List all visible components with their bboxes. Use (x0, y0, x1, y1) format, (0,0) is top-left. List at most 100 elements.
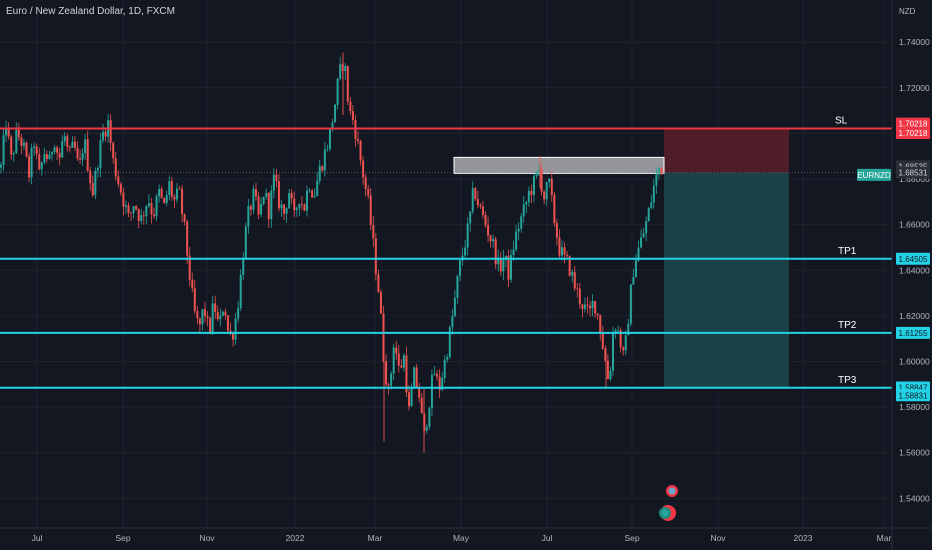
candle-body (150, 203, 153, 215)
candle-body (464, 247, 467, 256)
candle-body (277, 181, 280, 209)
price-tag-label: 1.58831 (899, 391, 928, 400)
candle-body (647, 208, 650, 222)
level-lines[interactable]: SL TP1 TP2 TP3 (0, 115, 892, 389)
entry-zone-box (453, 156, 665, 174)
price-tag-stop[interactable]: 1.70218 (896, 117, 930, 130)
candle-body (56, 147, 59, 153)
y-tick-label: 1.64000 (899, 265, 930, 275)
candle-body (196, 311, 199, 319)
candle-body (487, 225, 490, 236)
candle-body (237, 308, 240, 319)
candle-body (494, 239, 497, 265)
candle-body (295, 208, 298, 211)
price-tag-background (896, 166, 930, 179)
candle-body (497, 257, 500, 265)
candle-body (543, 191, 546, 200)
candle-body (300, 204, 303, 205)
price-tag-target[interactable]: 1.58831 (896, 389, 930, 402)
candle-body (474, 188, 477, 199)
candle-body (619, 329, 622, 348)
candle-body (224, 311, 227, 316)
candle-body (583, 304, 586, 309)
candle-body (96, 168, 99, 172)
candle-body (379, 291, 382, 314)
candle-body (359, 141, 362, 161)
candle-body (188, 255, 191, 280)
candle-body (61, 141, 64, 158)
y-tick-label: 1.62000 (899, 311, 930, 321)
event-marker-icon[interactable] (661, 509, 669, 517)
candle-body (58, 152, 61, 158)
candle-body (578, 288, 581, 305)
candle-body (527, 190, 530, 203)
candle-body (568, 256, 571, 276)
candle-body (232, 333, 235, 340)
price-axis[interactable]: 1.740001.720001.700001.680001.660001.640… (857, 0, 930, 550)
candle-body (73, 141, 76, 148)
candle-body (86, 139, 89, 171)
candle-body (209, 317, 212, 333)
candle-body (122, 192, 125, 207)
price-tag-neutral[interactable]: 1.68531 (896, 166, 930, 179)
event-marker-icon[interactable] (668, 487, 676, 495)
candle-body (532, 176, 535, 195)
candle-body (155, 196, 158, 217)
price-tag-stop[interactable]: 1.70218 (896, 126, 930, 139)
candle-body (591, 301, 594, 309)
x-tick-label: Jul (32, 533, 43, 543)
y-tick-label: 1.68000 (899, 174, 930, 184)
candle-body (446, 356, 449, 360)
candle-body (51, 152, 53, 155)
x-tick-label: Jul (542, 533, 553, 543)
x-tick-label: Sep (115, 533, 130, 543)
candle-body (168, 181, 171, 196)
candle-body (244, 226, 247, 258)
candle-body (163, 197, 166, 203)
time-axis[interactable]: Jul Sep Nov 2022 Mar May Jul Sep Nov 2023 Mar (0, 527, 932, 543)
candle-body (206, 316, 209, 318)
candle-body (89, 170, 92, 184)
candle-body (265, 193, 268, 197)
price-tag-symbol[interactable]: EURNZD (857, 168, 891, 181)
candle-body (15, 129, 18, 154)
candle-body (40, 162, 43, 170)
candle-body (45, 154, 48, 160)
candle-body (181, 188, 184, 214)
candle-body (25, 142, 28, 157)
candle-body (374, 238, 377, 275)
candle-body (650, 202, 653, 209)
candle-body (22, 142, 25, 146)
candle-body (334, 104, 337, 123)
y-tick-label: 1.60000 (899, 357, 930, 367)
candle-body (586, 304, 589, 306)
candle-body (326, 148, 329, 150)
candle-body (512, 249, 515, 256)
candle-body (466, 223, 469, 248)
level-label-tp1: TP1 (838, 246, 857, 257)
candle-body (201, 309, 204, 325)
candle-body (561, 247, 563, 256)
x-tick-label: Mar (877, 533, 892, 543)
candle-body (30, 148, 33, 178)
candle-body (66, 136, 69, 147)
candle-body (413, 367, 416, 389)
candle-body (453, 297, 456, 317)
candle-body (362, 160, 365, 178)
candle-body (634, 260, 637, 277)
candle-body (119, 184, 122, 193)
event-markers[interactable] (659, 485, 678, 521)
candle-body (555, 223, 558, 238)
candle-body (53, 147, 56, 153)
price-tag-target[interactable]: 1.61255 (896, 326, 930, 339)
candle-body (298, 204, 301, 209)
candle-body (10, 136, 13, 155)
candle-body (492, 239, 495, 242)
price-tag-target[interactable]: 1.64505 (896, 252, 930, 265)
candle-body (257, 196, 260, 215)
candle-body (249, 206, 252, 210)
price-tag-background (896, 252, 930, 265)
candle-body (469, 211, 472, 224)
candle-body (43, 154, 46, 163)
